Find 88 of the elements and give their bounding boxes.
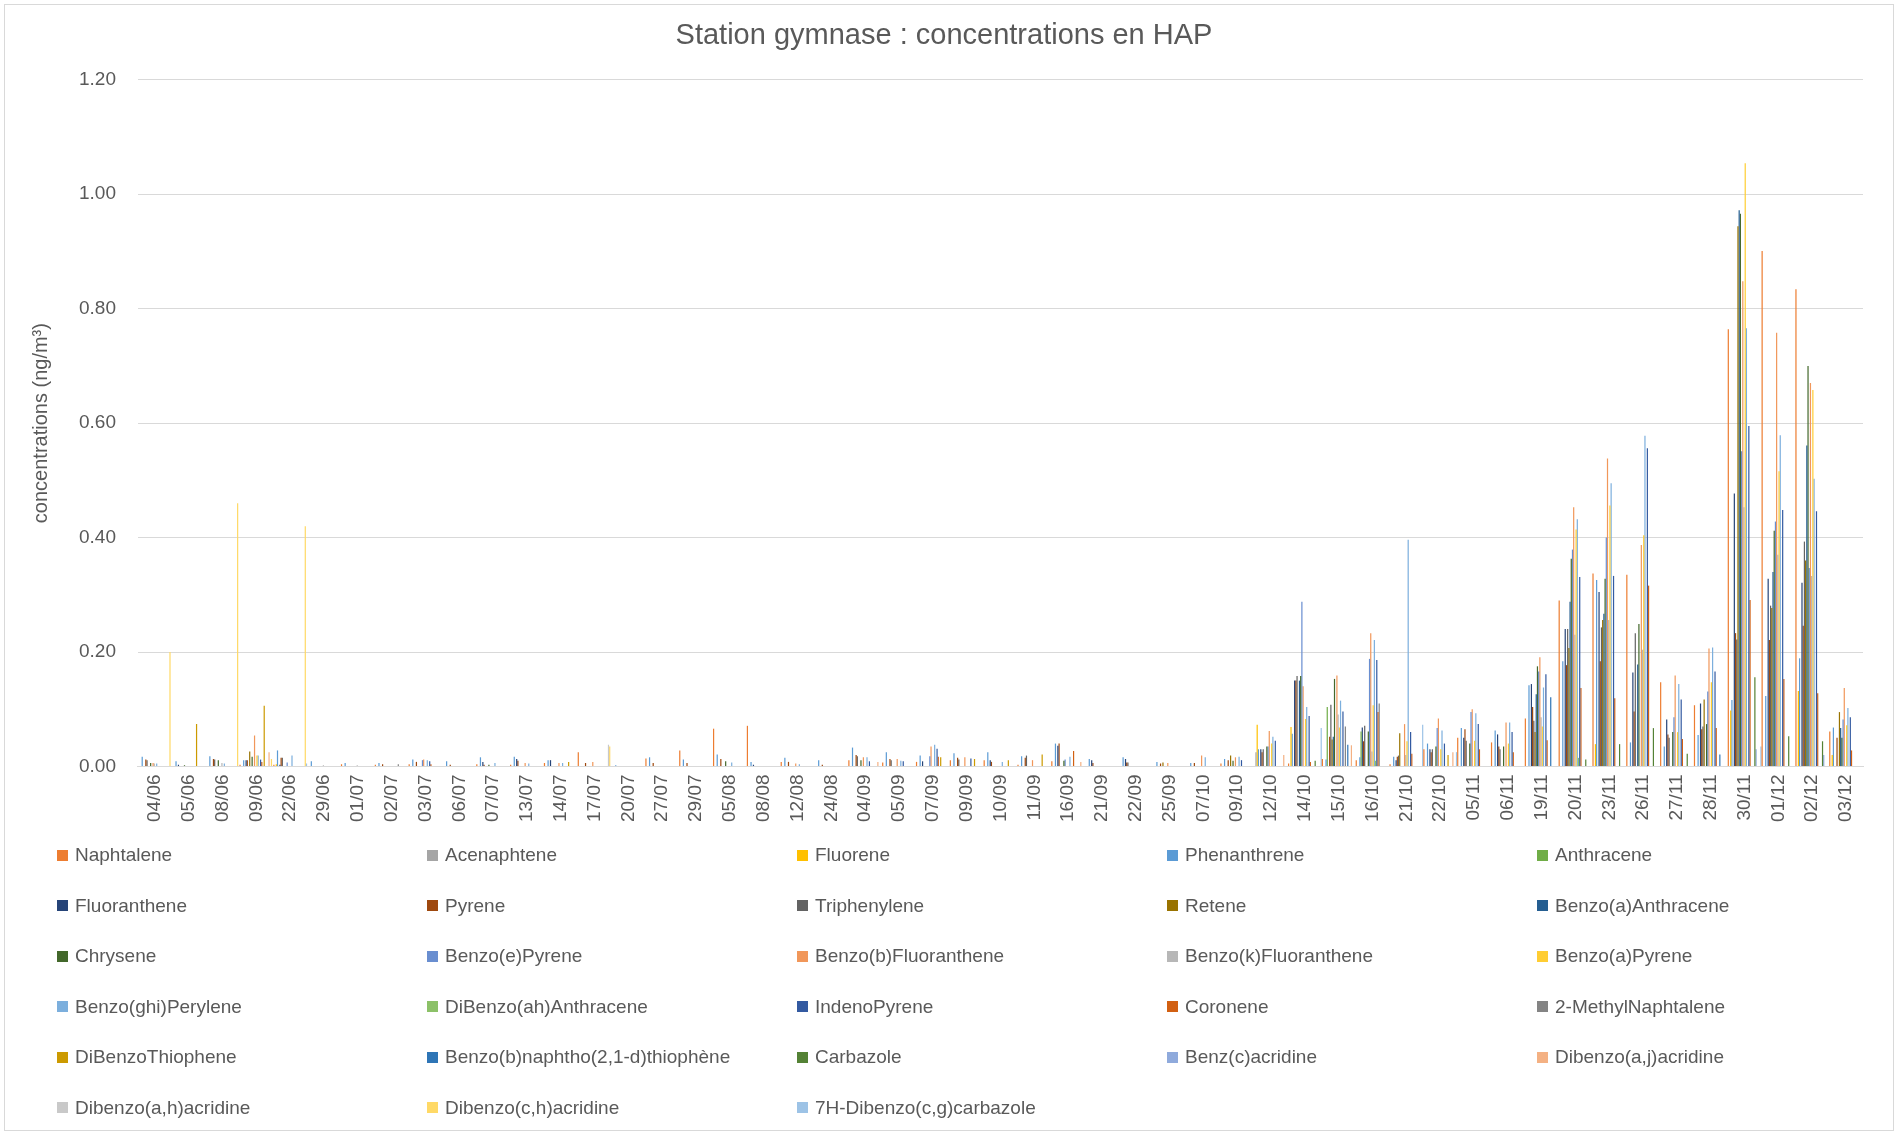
- x-tick-label: 12/10: [1259, 774, 1281, 822]
- x-tick-label: 02/07: [379, 774, 401, 822]
- legend-label: Benzo(a)Pyrene: [1555, 945, 1693, 968]
- x-tick-label: 22/10: [1428, 774, 1450, 822]
- x-tick-label: 06/11: [1496, 774, 1518, 821]
- x-tick-label: 21/10: [1394, 774, 1416, 822]
- legend-label: 2-MethylNaphtalene: [1555, 995, 1726, 1018]
- x-tick-label: 23/11: [1597, 774, 1619, 821]
- legend-label: Dibenzo(c,h)acridine: [445, 1096, 620, 1119]
- legend-label: Carbazole: [815, 1046, 902, 1069]
- legend-label: Benzo(e)Pyrene: [445, 945, 583, 968]
- x-tick-label: 30/11: [1732, 774, 1754, 821]
- x-tick-label: 13/07: [515, 774, 537, 822]
- x-tick-label: 21/09: [1090, 774, 1112, 822]
- x-tick-label: 20/07: [616, 774, 638, 822]
- legend-label: Benzo(ghi)Perylene: [75, 995, 242, 1018]
- x-tick-label: 09/09: [954, 774, 976, 822]
- x-tick-label: 10/09: [988, 774, 1010, 822]
- y-tick-label: 1.00: [79, 182, 116, 204]
- x-tick-label: 05/11: [1462, 774, 1484, 821]
- x-tick-label: 01/12: [1766, 774, 1788, 822]
- x-tick-label: 27/11: [1665, 774, 1687, 821]
- legend-label: Retene: [1185, 894, 1247, 917]
- x-tick-label: 05/06: [176, 774, 198, 822]
- x-tick-label: 16/09: [1056, 774, 1078, 822]
- x-tick-label: 08/08: [751, 774, 773, 822]
- legend-label: DiBenzoThiophene: [75, 1046, 237, 1069]
- x-tick-label: 24/08: [819, 774, 841, 822]
- y-tick-label: 0.40: [79, 525, 116, 547]
- legend-label: Fluorene: [815, 844, 890, 867]
- legend-label: Benzo(b)naphtho(2,1-d)thiophène: [445, 1046, 731, 1069]
- legend-label: DiBenzo(ah)Anthracene: [445, 995, 648, 1018]
- legend-label: 7H-Dibenzo(c,g)carbazole: [815, 1096, 1036, 1119]
- x-tick-label: 25/09: [1157, 774, 1179, 822]
- x-tick-label: 03/07: [413, 774, 435, 822]
- legend-label: Coronene: [1185, 995, 1269, 1018]
- legend-label: Fluoranthene: [75, 894, 187, 917]
- x-tick-label: 12/08: [785, 774, 807, 822]
- x-tick-label: 01/07: [346, 774, 368, 822]
- x-tick-label: 08/06: [210, 774, 232, 822]
- x-tick-label: 26/11: [1631, 774, 1653, 821]
- legend-label: Pyrene: [445, 894, 506, 917]
- x-tick-label: 07/10: [1191, 774, 1213, 822]
- x-tick-label: 28/11: [1699, 774, 1721, 821]
- x-tick-label: 07/09: [921, 774, 943, 822]
- x-tick-label: 15/10: [1326, 774, 1348, 822]
- y-tick-label: 1.20: [79, 68, 116, 90]
- x-tick-label: 09/10: [1225, 774, 1247, 822]
- y-tick-label: 0.80: [79, 296, 116, 318]
- x-tick-label: 20/11: [1563, 774, 1585, 821]
- y-tick-label: 0.60: [79, 411, 116, 433]
- legend-label: Naphtalene: [75, 844, 173, 867]
- legend-label: Benzo(a)Anthracene: [1555, 894, 1730, 917]
- legend-label: Dibenzo(a,j)acridine: [1555, 1046, 1724, 1069]
- x-tick-label: 11/09: [1022, 774, 1044, 821]
- chart-title: Station gymnase : concentrations en HAP: [675, 18, 1213, 51]
- legend-label: Benz(c)acridine: [1185, 1046, 1317, 1069]
- x-tick-label: 05/08: [718, 774, 740, 822]
- x-tick-label: 29/06: [312, 774, 334, 822]
- x-tick-label: 19/11: [1529, 774, 1551, 821]
- legend-label: Chrysene: [75, 945, 157, 968]
- legend-label: IndenoPyrene: [815, 995, 934, 1018]
- x-tick-label: 22/09: [1124, 774, 1146, 822]
- x-tick-label: 14/10: [1293, 774, 1315, 822]
- x-tick-label: 09/06: [244, 774, 266, 822]
- x-tick-label: 27/07: [650, 774, 672, 822]
- legend-label: Anthracene: [1555, 844, 1653, 867]
- legend-label: Dibenzo(a,h)acridine: [75, 1096, 251, 1119]
- x-tick-label: 14/07: [549, 774, 571, 822]
- x-tick-label: 07/07: [481, 774, 503, 822]
- legend-label: Acenaphtene: [445, 844, 557, 867]
- x-tick-label: 17/07: [582, 774, 604, 822]
- x-tick-label: 02/12: [1800, 774, 1822, 822]
- legend-label: Phenanthrene: [1185, 844, 1305, 867]
- legend-label: Triphenylene: [815, 894, 925, 917]
- x-tick-label: 05/09: [887, 774, 909, 822]
- x-tick-label: 06/07: [447, 774, 469, 822]
- y-axis-title: concentrations (ng/m³): [28, 323, 51, 524]
- x-tick-label: 16/10: [1360, 774, 1382, 822]
- legend-label: Benzo(k)Fluoranthene: [1185, 945, 1373, 968]
- legend-label: Benzo(b)Fluoranthene: [815, 945, 1005, 968]
- x-tick-label: 04/06: [143, 774, 165, 822]
- x-tick-label: 04/09: [853, 774, 875, 822]
- x-tick-label: 03/12: [1834, 774, 1856, 822]
- x-tick-label: 22/06: [278, 774, 300, 822]
- x-tick-label: 29/07: [684, 774, 706, 822]
- y-tick-label: 0.00: [79, 754, 116, 776]
- y-tick-label: 0.20: [79, 640, 116, 662]
